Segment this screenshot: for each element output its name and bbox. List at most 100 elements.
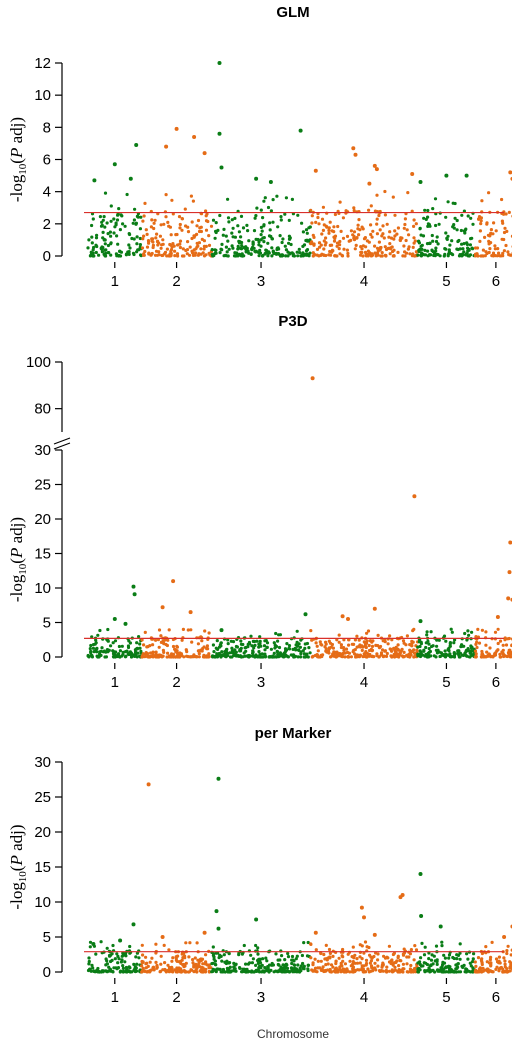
marker-point xyxy=(167,965,171,970)
marker-point xyxy=(502,249,506,253)
marker-point xyxy=(492,221,496,225)
marker-point xyxy=(484,250,488,254)
marker-point xyxy=(306,968,310,973)
marker-point xyxy=(89,643,93,648)
marker-point xyxy=(320,232,324,236)
marker-point xyxy=(314,220,318,224)
marker-point xyxy=(398,238,402,243)
marker-point xyxy=(276,969,281,973)
marker-point xyxy=(196,253,200,257)
marker-point xyxy=(433,197,438,201)
marker-point xyxy=(298,969,302,973)
marker-point xyxy=(105,946,109,950)
y-tick-label: 2 xyxy=(43,216,51,233)
marker-point xyxy=(316,215,320,220)
marker-point xyxy=(500,197,504,202)
marker-point xyxy=(152,221,156,225)
marker-point xyxy=(138,642,142,646)
peak-point xyxy=(92,178,97,183)
marker-point xyxy=(464,654,469,658)
marker-point xyxy=(220,248,224,252)
marker-point xyxy=(340,654,344,659)
marker-point xyxy=(90,223,94,228)
marker-point xyxy=(493,247,497,251)
peak-point xyxy=(134,143,139,147)
marker-point xyxy=(468,961,472,965)
marker-point xyxy=(293,654,298,658)
marker-point xyxy=(406,191,410,195)
x-tick-label: 2 xyxy=(172,989,180,1006)
marker-point xyxy=(402,641,406,645)
marker-point xyxy=(138,227,142,231)
marker-point xyxy=(474,652,478,656)
marker-point xyxy=(357,638,361,642)
marker-point xyxy=(162,943,166,948)
y-tick-label: 12 xyxy=(34,55,51,72)
marker-point xyxy=(112,217,116,221)
marker-point xyxy=(186,225,190,229)
marker-point xyxy=(157,628,162,632)
plot-title: P3D xyxy=(278,313,307,330)
marker-point xyxy=(143,969,147,973)
marker-point xyxy=(285,642,289,646)
marker-point xyxy=(425,962,429,967)
marker-point xyxy=(432,954,436,958)
marker-point xyxy=(112,231,116,235)
marker-point xyxy=(101,230,105,234)
marker-point xyxy=(301,961,305,966)
marker-point xyxy=(171,242,175,246)
marker-point xyxy=(452,226,456,230)
marker-point xyxy=(425,630,429,634)
marker-point xyxy=(265,959,269,963)
marker-point xyxy=(339,229,343,233)
marker-point xyxy=(393,968,397,972)
marker-point xyxy=(380,648,385,652)
marker-point xyxy=(214,248,218,252)
marker-point xyxy=(280,253,284,257)
marker-point xyxy=(227,220,231,224)
peak-point xyxy=(508,170,512,175)
marker-point xyxy=(138,646,142,650)
marker-point xyxy=(245,223,249,227)
marker-point xyxy=(332,225,336,229)
marker-point xyxy=(320,217,325,221)
marker-point xyxy=(202,653,206,657)
marker-point xyxy=(302,652,306,656)
marker-point xyxy=(302,655,306,659)
marker-point xyxy=(211,655,215,659)
marker-point xyxy=(497,969,501,973)
marker-point xyxy=(478,239,482,243)
marker-point xyxy=(159,954,163,958)
marker-point xyxy=(405,653,409,657)
marker-point xyxy=(171,956,175,960)
marker-point xyxy=(270,237,274,241)
marker-point xyxy=(195,232,199,236)
marker-point xyxy=(391,952,395,957)
marker-point xyxy=(330,642,334,647)
marker-point xyxy=(109,959,113,964)
marker-point xyxy=(168,242,172,247)
marker-point xyxy=(226,216,231,220)
marker-point xyxy=(131,221,135,225)
marker-point xyxy=(376,952,380,956)
marker-point xyxy=(267,655,271,659)
marker-point xyxy=(270,246,274,250)
marker-point xyxy=(387,969,391,973)
marker-point xyxy=(258,641,262,646)
marker-point xyxy=(267,969,271,974)
marker-point xyxy=(141,953,145,957)
marker-point xyxy=(427,966,431,970)
marker-point xyxy=(289,966,294,970)
x-tick-label: 1 xyxy=(111,989,119,1006)
marker-point xyxy=(240,970,244,974)
marker-point xyxy=(324,963,328,967)
marker-point xyxy=(162,222,166,226)
marker-point xyxy=(447,956,451,960)
marker-point xyxy=(328,955,332,959)
x-tick-label: 4 xyxy=(360,674,368,691)
marker-point xyxy=(199,247,203,251)
marker-point xyxy=(360,225,364,229)
marker-point xyxy=(145,245,150,249)
marker-point xyxy=(460,242,464,246)
marker-point xyxy=(429,630,433,634)
